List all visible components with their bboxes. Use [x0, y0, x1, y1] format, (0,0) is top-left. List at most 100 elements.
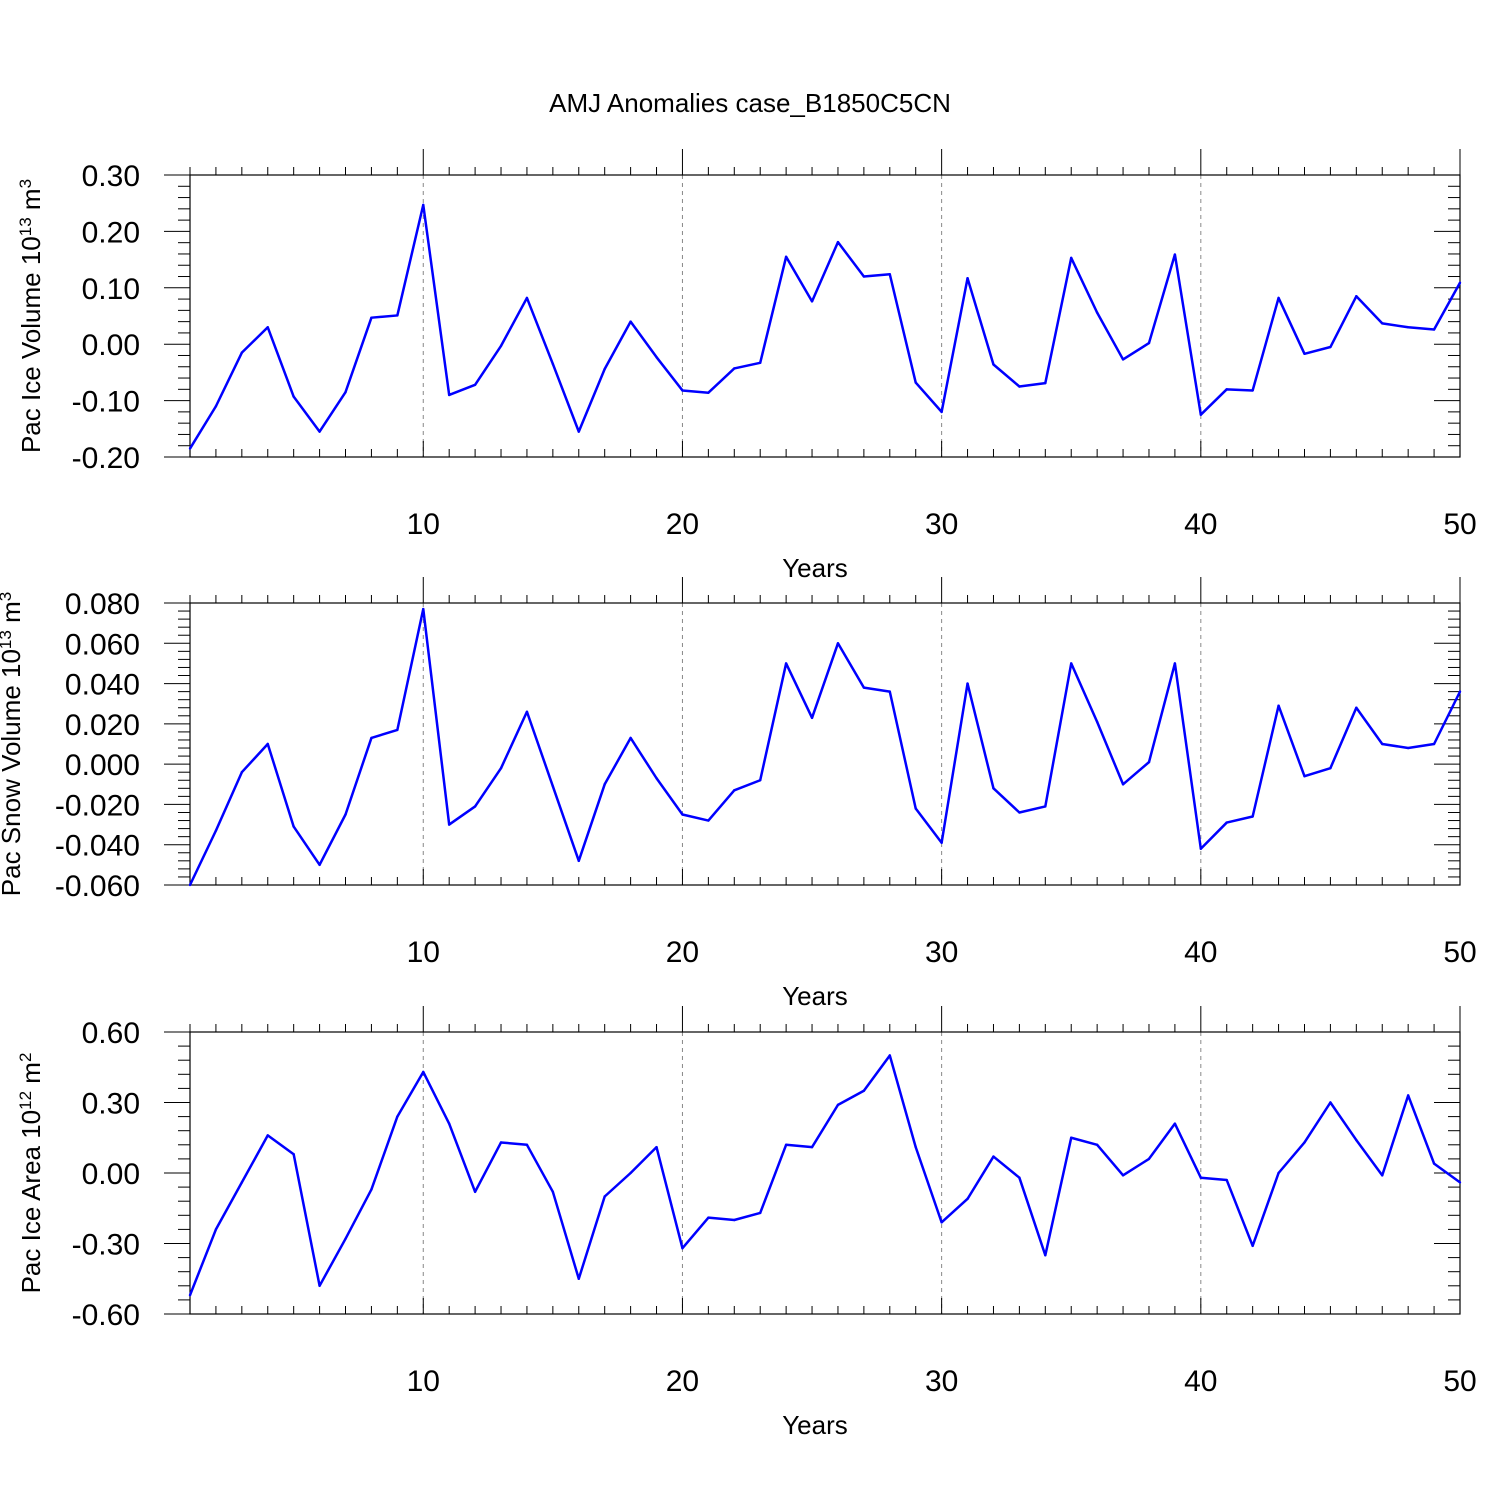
series-line-1: [188, 607, 1462, 886]
data-point: [733, 789, 736, 792]
data-point: [1199, 847, 1203, 850]
data-point: [862, 275, 866, 278]
data-point: [214, 405, 218, 408]
data-point: [1381, 322, 1384, 325]
data-point: [681, 1247, 684, 1250]
x-tick-label: 20: [666, 936, 699, 969]
data-point: [707, 1216, 710, 1219]
data-point: [810, 300, 814, 303]
data-point: [1121, 358, 1125, 361]
x-tick-label: 10: [407, 508, 440, 541]
data-point: [1381, 1174, 1384, 1177]
x-tick-label: 20: [666, 1365, 699, 1398]
data-point: [473, 383, 477, 387]
data-point: [1225, 1178, 1228, 1182]
data-point: [681, 813, 684, 816]
data-point: [292, 395, 295, 398]
data-point: [914, 1145, 917, 1149]
data-point: [940, 1221, 943, 1224]
data-point: [603, 783, 606, 786]
data-point: [1173, 253, 1177, 256]
data-point: [759, 1211, 762, 1215]
x-tick-label: 30: [925, 936, 958, 969]
y-tick-label: -0.060: [55, 870, 140, 903]
x-tick-label: 40: [1184, 508, 1217, 541]
x-tick-label: 10: [407, 936, 440, 969]
data-point: [888, 273, 891, 276]
y-tick-label: 0.60: [82, 1017, 140, 1050]
data-point: [1095, 311, 1099, 314]
data-point: [1303, 352, 1306, 355]
data-point: [551, 785, 555, 788]
data-point: [1173, 1122, 1177, 1125]
data-point: [629, 320, 632, 323]
data-point: [1251, 389, 1254, 392]
x-axis-title: Years: [782, 553, 848, 583]
series-line-1: [188, 1054, 1461, 1296]
data-point: [318, 430, 321, 433]
data-point: [422, 203, 425, 207]
data-point: [966, 682, 969, 685]
data-point: [888, 690, 891, 693]
data-point: [707, 819, 710, 822]
data-point: [1070, 662, 1073, 665]
data-point: [344, 390, 347, 394]
y-axis-title: Pac Ice Area 1012 m2: [16, 1053, 47, 1294]
data-point: [577, 1277, 580, 1280]
data-point: [188, 1294, 192, 1297]
data-point: [1406, 746, 1410, 750]
data-point: [188, 883, 192, 887]
x-tick-label: 50: [1443, 1365, 1476, 1398]
data-point: [1147, 1157, 1151, 1161]
data-point: [784, 662, 788, 665]
data-point: [577, 430, 580, 433]
data-point: [603, 367, 606, 371]
data-point: [655, 1145, 658, 1149]
data-point: [992, 363, 995, 366]
data-point: [888, 1054, 891, 1057]
data-point: [1277, 1171, 1280, 1175]
data-point: [1329, 1101, 1332, 1104]
data-point: [525, 1143, 529, 1147]
data-point: [473, 1190, 477, 1194]
plot-frame: [189, 174, 1461, 458]
data-point: [214, 1228, 218, 1231]
data-point: [1458, 281, 1462, 284]
data-point: [836, 240, 840, 244]
data-point: [1432, 742, 1436, 746]
data-point: [525, 710, 529, 713]
data-point: [473, 805, 477, 808]
plot-frame: [189, 1031, 1461, 1315]
data-point: [240, 771, 244, 774]
data-point: [1070, 256, 1073, 260]
data-point: [266, 326, 269, 329]
data-point: [447, 1122, 451, 1125]
data-point: [1018, 1176, 1021, 1179]
y-tick-label: -0.020: [55, 789, 140, 822]
data-point: [525, 296, 529, 300]
data-point: [396, 1115, 399, 1118]
y-tick-label: -0.040: [55, 830, 140, 863]
data-point: [1355, 1138, 1358, 1142]
data-point: [1277, 296, 1280, 300]
x-axis-title: Years: [782, 981, 848, 1011]
data-point: [1044, 805, 1047, 808]
data-point: [344, 813, 347, 816]
y-tick-label: 0.00: [82, 1158, 140, 1191]
data-point: [422, 1070, 425, 1074]
data-point: [1095, 1143, 1099, 1147]
data-point: [1121, 783, 1125, 786]
y-tick-label: -0.20: [72, 442, 140, 475]
y-tick-label: -0.10: [72, 386, 140, 419]
data-point: [1251, 1244, 1254, 1248]
data-point: [1173, 662, 1177, 665]
x-tick-label: 20: [666, 508, 699, 541]
data-point: [759, 779, 762, 782]
data-point: [836, 642, 840, 645]
data-point: [1329, 766, 1332, 770]
x-axis-title: Years: [782, 1410, 848, 1440]
x-tick-label: 40: [1184, 1365, 1217, 1398]
y-tick-label: 0.020: [65, 709, 140, 742]
